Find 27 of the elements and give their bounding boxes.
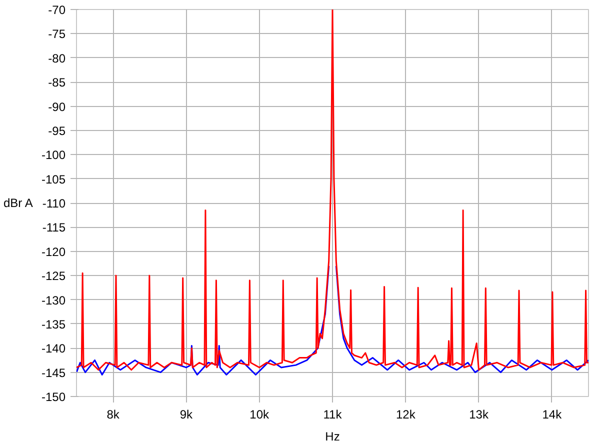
y-tick-label: -85 bbox=[48, 76, 66, 90]
y-tick-label: -145 bbox=[41, 366, 66, 380]
y-tick-label: -100 bbox=[41, 148, 66, 162]
y-tick-label: -110 bbox=[42, 196, 66, 210]
y-tick-label: -80 bbox=[48, 51, 66, 66]
y-tick-label: -130 bbox=[41, 293, 66, 308]
x-tick-label: 14k bbox=[542, 408, 563, 422]
y-tick-label: -75 bbox=[48, 27, 66, 42]
y-tick-label: -135 bbox=[41, 317, 66, 332]
x-tick-label: 9k bbox=[180, 408, 194, 422]
line-series bbox=[76, 10, 588, 371]
y-tick-label: -140 bbox=[41, 342, 66, 356]
x-tick-label: 12k bbox=[396, 408, 416, 422]
y-tick-label: -105 bbox=[41, 172, 66, 186]
x-tick-label: 10k bbox=[250, 408, 270, 422]
x-tick-label: 13k bbox=[469, 408, 490, 422]
x-tick-label: 11k bbox=[323, 408, 343, 422]
y-tick-label: -150 bbox=[41, 390, 66, 404]
y-tick-label: -90 bbox=[48, 100, 66, 114]
y-tick-label: -125 bbox=[41, 269, 66, 284]
y-tick-label: -95 bbox=[48, 124, 66, 138]
x-axis-title: Hz bbox=[325, 430, 340, 444]
y-axis-title: dBr A bbox=[3, 196, 33, 210]
y-tick-label: -70 bbox=[48, 3, 66, 17]
y-tick-label: -115 bbox=[42, 220, 66, 235]
x-tick-label: 8k bbox=[106, 408, 120, 422]
y-tick-label: -120 bbox=[41, 244, 66, 259]
